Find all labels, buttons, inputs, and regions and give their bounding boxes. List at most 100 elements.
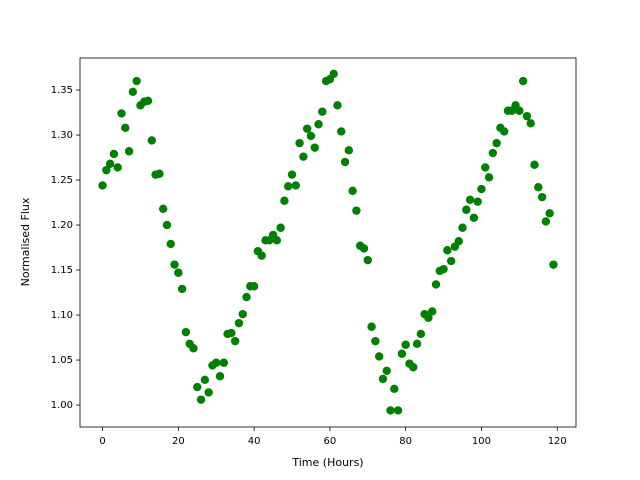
point — [515, 106, 524, 115]
point — [196, 395, 206, 404]
point — [143, 96, 153, 106]
point — [299, 152, 308, 161]
point — [181, 327, 191, 337]
y-tick-label: 1.25 — [51, 175, 73, 186]
point — [337, 127, 346, 136]
point — [344, 146, 354, 155]
y-tick-label: 1.15 — [51, 265, 73, 276]
point — [333, 101, 342, 110]
point — [204, 388, 213, 397]
point — [158, 204, 168, 214]
point — [352, 206, 361, 215]
point — [291, 181, 300, 190]
x-tick-label: 20 — [172, 436, 185, 447]
point — [518, 76, 528, 86]
point — [469, 213, 479, 223]
x-axis-label: Time (Hours) — [291, 456, 363, 469]
y-tick-label: 1.20 — [51, 220, 73, 231]
point — [98, 181, 107, 190]
point — [284, 182, 293, 191]
point — [534, 183, 543, 192]
y-tick-label: 1.30 — [51, 130, 73, 141]
point — [162, 220, 172, 230]
point — [409, 363, 418, 372]
point — [530, 160, 539, 169]
point — [348, 186, 357, 196]
point — [212, 358, 221, 367]
point — [549, 260, 558, 269]
point — [454, 237, 463, 246]
point — [424, 313, 433, 322]
point — [484, 173, 494, 182]
x-tick-label: 40 — [248, 436, 261, 447]
point — [302, 124, 312, 133]
point — [295, 138, 304, 148]
point — [234, 318, 244, 328]
point — [492, 138, 501, 148]
point — [416, 329, 426, 339]
point — [314, 120, 323, 129]
point — [128, 87, 138, 97]
point — [443, 246, 452, 255]
point — [276, 223, 285, 232]
point — [477, 184, 486, 194]
y-tick-label: 1.10 — [51, 310, 73, 321]
point — [401, 340, 410, 349]
point — [541, 217, 551, 226]
y-tick-label: 1.00 — [51, 400, 73, 411]
point — [393, 406, 403, 415]
point — [249, 282, 259, 291]
axes-frame — [79, 57, 577, 428]
point — [382, 366, 391, 376]
point — [367, 322, 376, 331]
point — [488, 148, 498, 158]
point — [374, 352, 384, 361]
point — [329, 69, 338, 79]
point — [340, 157, 350, 167]
point — [219, 358, 228, 367]
point — [522, 111, 532, 121]
point — [458, 223, 467, 232]
point — [386, 406, 395, 415]
point — [280, 196, 289, 205]
point — [230, 336, 240, 346]
point — [193, 382, 202, 392]
point — [272, 236, 282, 245]
point — [371, 336, 380, 346]
point — [499, 127, 509, 136]
point — [124, 147, 134, 156]
point — [526, 119, 535, 128]
point — [439, 264, 448, 274]
point — [215, 372, 225, 381]
point — [359, 244, 369, 253]
y-tick-label: 1.35 — [51, 85, 73, 96]
y-axis-label: Normalised Flux — [19, 197, 32, 286]
point — [113, 163, 122, 172]
point — [242, 292, 251, 302]
point — [310, 143, 319, 152]
point — [174, 268, 183, 277]
point — [177, 284, 187, 294]
point — [431, 280, 441, 289]
x-tick-label: 120 — [548, 436, 567, 447]
point — [200, 375, 210, 385]
point — [473, 197, 482, 206]
point — [306, 131, 316, 141]
point — [117, 109, 126, 118]
point — [132, 76, 141, 86]
x-tick-label: 0 — [99, 436, 105, 447]
point — [166, 239, 175, 249]
point — [481, 163, 490, 172]
point — [147, 136, 157, 145]
y-tick-label: 1.05 — [51, 355, 73, 366]
point — [318, 107, 327, 116]
x-tick-label: 100 — [472, 436, 491, 447]
point — [465, 195, 475, 205]
point — [155, 169, 164, 178]
point — [390, 384, 399, 394]
point — [189, 344, 198, 353]
point — [363, 255, 372, 265]
point — [257, 251, 266, 260]
